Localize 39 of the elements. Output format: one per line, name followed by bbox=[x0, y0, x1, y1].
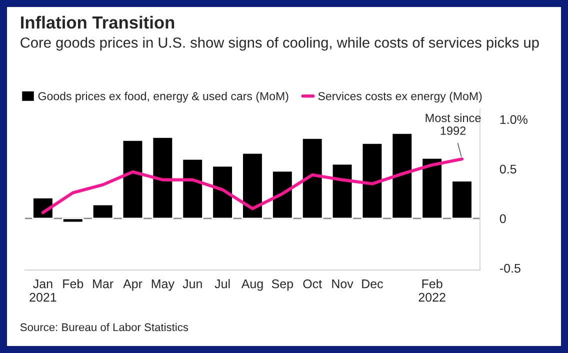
annotation: Most since 1992 bbox=[426, 113, 481, 135]
x-tick-label: Sep bbox=[272, 279, 294, 291]
bar bbox=[242, 152, 264, 220]
x-tick-label: Feb 2022 bbox=[418, 279, 446, 302]
x-tick-label: Dec bbox=[362, 280, 383, 288]
x-tick-label: May bbox=[152, 280, 174, 291]
y-tick-label: 0 bbox=[500, 214, 506, 224]
bar bbox=[212, 165, 234, 220]
line-series bbox=[41, 157, 464, 214]
y-tick-label: 1.0% bbox=[500, 115, 528, 124]
legend-label: Services costs ex energy (MoM) bbox=[318, 92, 482, 103]
bar bbox=[122, 139, 144, 220]
x-tick-label: Jul bbox=[214, 279, 230, 288]
bar bbox=[361, 142, 384, 220]
bar bbox=[391, 132, 414, 220]
x-tick-label: Apr bbox=[123, 280, 142, 291]
source-note: Source: Bureau of Labor Statistics bbox=[20, 322, 188, 332]
x-tick-label: Jun bbox=[182, 280, 202, 288]
chart-title: Inflation Transition bbox=[21, 16, 174, 29]
chart-subtitle: Core goods prices in U.S. show signs of cooling, while costs of services picks up bbox=[20, 37, 539, 51]
bar bbox=[32, 196, 54, 220]
bar bbox=[421, 157, 443, 220]
bar bbox=[62, 218, 84, 224]
x-tick-label: Mar bbox=[93, 280, 114, 288]
bar bbox=[331, 163, 354, 220]
x-tick-label: Feb bbox=[63, 279, 84, 288]
bar bbox=[451, 180, 473, 220]
x-tick-label: Aug bbox=[241, 280, 263, 291]
legend-label: Goods prices ex food, energy & used cars (MoM) bbox=[38, 92, 288, 103]
bar bbox=[272, 170, 294, 220]
x-tick-label: Jan 2021 bbox=[30, 280, 56, 302]
bar bbox=[92, 204, 114, 220]
x-tick-label: Oct bbox=[303, 279, 322, 288]
x-tick-label: Nov bbox=[332, 280, 354, 288]
bar bbox=[152, 136, 174, 220]
y-tick-label: -0.5 bbox=[500, 264, 520, 273]
bar bbox=[301, 137, 324, 220]
bar bbox=[182, 158, 204, 220]
y-tick-label: 0.5 bbox=[500, 164, 516, 174]
